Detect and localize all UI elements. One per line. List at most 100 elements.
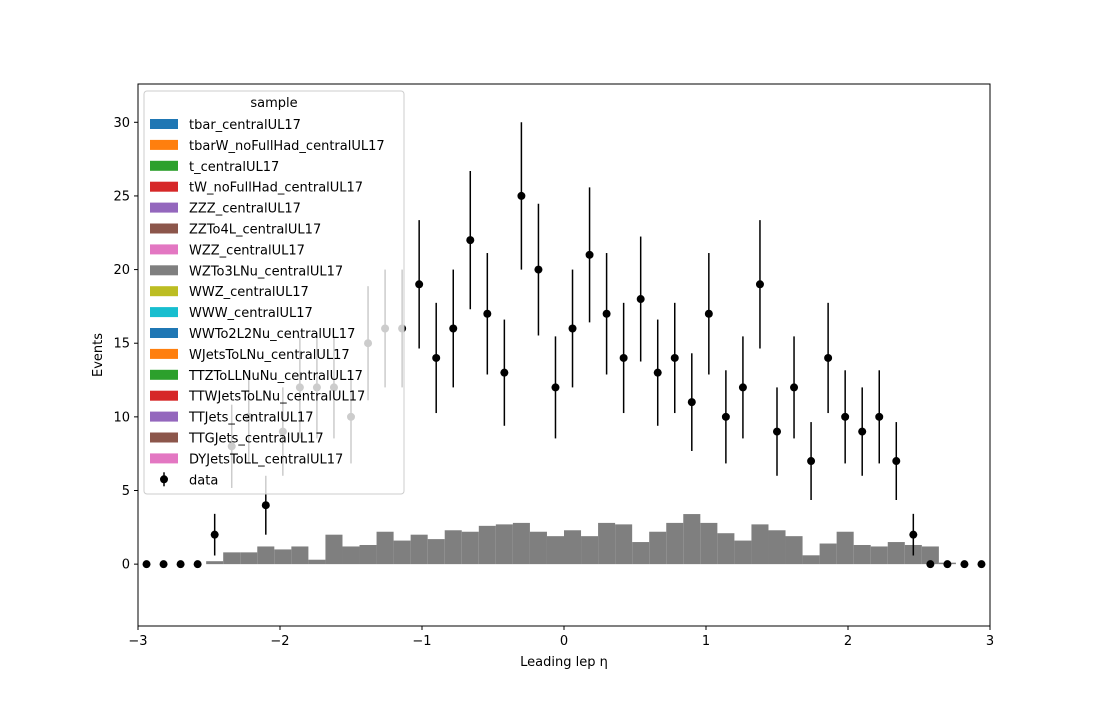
legend-swatch-ZZTo4L_centralUL17 (150, 223, 178, 234)
legend-label-tW_noFullHad_centralUL17: tW_noFullHad_centralUL17 (189, 181, 363, 196)
bar-WZTo3LNu_centralUL17-bin-16 (410, 534, 428, 565)
bar-WZTo3LNu_centralUL17-bin-22 (512, 522, 530, 565)
bar-WZTo3LNu_centralUL17-bin-27 (598, 522, 616, 565)
data-point-30 (653, 368, 662, 377)
data-point-45 (909, 530, 918, 539)
series-WZTo3LNu_centralUL17 (206, 514, 956, 565)
bar-WZTo3LNu_centralUL17-bin-21 (495, 524, 513, 565)
legend-label-t_centralUL17: t_centralUL17 (189, 160, 279, 175)
legend-label-TTZToLLNuNu_centralUL17: TTZToLLNuNu_centralUL17 (188, 369, 363, 384)
data-point-46 (926, 560, 935, 569)
y-tick-label: 30 (113, 116, 130, 131)
legend-label-DYJetsToLL_centralUL17: DYJetsToLL_centralUL17 (189, 452, 343, 467)
legend-swatch-TTWJetsToLNu_centralUL17 (150, 390, 178, 401)
data-point-0 (142, 560, 151, 569)
legend-swatch-WJetsToLNu_centralUL17 (150, 348, 178, 359)
legend-label-ZZTo4L_centralUL17: ZZTo4L_centralUL17 (189, 223, 321, 238)
legend-label-WZTo3LNu_centralUL17: WZTo3LNu_centralUL17 (189, 264, 343, 279)
legend-label-WWW_centralUL17: WWW_centralUL17 (189, 306, 313, 321)
y-tick-label: 20 (113, 263, 130, 278)
bar-WZTo3LNu_centralUL17-bin-9 (291, 546, 309, 565)
legend-label-WWTo2L2Nu_centralUL17: WWTo2L2Nu_centralUL17 (189, 327, 355, 342)
bar-WZTo3LNu_centralUL17-bin-18 (444, 530, 462, 565)
data-point-36 (755, 280, 764, 289)
legend-swatch-WWTo2L2Nu_centralUL17 (150, 328, 178, 338)
bar-WZTo3LNu_centralUL17-bin-35 (734, 540, 752, 565)
x-axis-ticks: −3 −2 −1 0 1 2 3 (128, 626, 994, 649)
bar-WZTo3LNu_centralUL17-bin-36 (751, 524, 769, 565)
data-point-21 (500, 368, 509, 377)
legend-swatch-t_centralUL17 (150, 160, 178, 171)
bar-WZTo3LNu_centralUL17-bin-38 (785, 536, 803, 565)
bar-WZTo3LNu_centralUL17-bin-10 (308, 559, 326, 565)
legend-label-WJetsToLNu_centralUL17: WJetsToLNu_centralUL17 (189, 348, 350, 363)
x-tick-label: 2 (844, 634, 852, 649)
data-point-48 (960, 560, 969, 569)
y-tick-label: 15 (113, 337, 130, 352)
bar-WZTo3LNu_centralUL17-bin-37 (768, 530, 786, 565)
data-point-44 (892, 457, 901, 466)
x-axis-label: Leading lep η (520, 655, 608, 670)
data-point-27 (602, 309, 611, 318)
data-point-3 (193, 560, 202, 569)
bar-WZTo3LNu_centralUL17-bin-4 (206, 561, 224, 565)
legend-swatch-ZZZ_centralUL17 (150, 202, 178, 213)
bar-WZTo3LNu_centralUL17-bin-40 (819, 543, 837, 565)
bar-WZTo3LNu_centralUL17-bin-46 (921, 546, 939, 565)
data-point-32 (687, 398, 696, 407)
bar-WZTo3LNu_centralUL17-bin-43 (870, 546, 888, 565)
legend-label-TTJets_centralUL17: TTJets_centralUL17 (188, 411, 314, 426)
data-points (142, 122, 986, 569)
data-point-18 (449, 324, 458, 333)
legend-swatch-WZTo3LNu_centralUL17 (150, 265, 178, 276)
bar-WZTo3LNu_centralUL17-bin-44 (887, 542, 905, 565)
bar-WZTo3LNu_centralUL17-bin-29 (632, 542, 650, 565)
legend-swatch-WWZ_centralUL17 (150, 286, 178, 297)
data-point-31 (670, 353, 679, 362)
data-point-2 (176, 560, 185, 569)
legend-swatch-TTZToLLNuNu_centralUL17 (150, 369, 178, 380)
data-point-33 (704, 309, 713, 318)
histogram-bars (206, 514, 956, 565)
data-point-29 (636, 295, 645, 304)
bar-WZTo3LNu_centralUL17-bin-6 (240, 552, 258, 565)
x-tick-label: −2 (270, 634, 289, 649)
bar-WZTo3LNu_centralUL17-bin-34 (717, 533, 735, 565)
data-point-17 (432, 353, 441, 362)
bar-WZTo3LNu_centralUL17-bin-30 (649, 531, 667, 565)
data-point-7 (261, 501, 270, 510)
y-tick-label: 25 (113, 189, 130, 204)
y-axis-ticks: 0 5 10 15 20 25 30 (113, 116, 138, 573)
data-point-37 (773, 427, 781, 436)
legend-label-TTWJetsToLNu_centralUL17: TTWJetsToLNu_centralUL17 (188, 390, 365, 405)
data-point-43 (875, 412, 884, 421)
legend-items: tbar_centralUL17 tbarW_noFullHad_centralU… (150, 118, 385, 488)
legend-swatch-tW_noFullHad_centralUL17 (150, 181, 178, 192)
y-tick-label: 5 (122, 484, 130, 499)
data-point-38 (790, 383, 799, 392)
bar-WZTo3LNu_centralUL17-bin-15 (393, 540, 411, 565)
bar-WZTo3LNu_centralUL17-bin-26 (581, 536, 599, 565)
data-point-47 (943, 560, 952, 569)
bar-WZTo3LNu_centralUL17-bin-5 (223, 552, 241, 565)
legend-swatch-TTJets_centralUL17 (150, 411, 178, 422)
data-point-35 (738, 383, 747, 392)
legend-frame (143, 90, 405, 495)
bar-WZTo3LNu_centralUL17-bin-7 (257, 546, 275, 565)
bar-WZTo3LNu_centralUL17-bin-31 (666, 522, 684, 565)
data-point-39 (807, 457, 816, 466)
data-point-28 (619, 353, 628, 362)
legend-label-tbarW_noFullHad_centralUL17: tbarW_noFullHad_centralUL17 (189, 139, 385, 154)
bar-WZTo3LNu_centralUL17-bin-23 (529, 531, 547, 565)
x-tick-label: 3 (986, 634, 994, 649)
legend-label-WWZ_centralUL17: WWZ_centralUL17 (189, 285, 309, 300)
bar-WZTo3LNu_centralUL17-bin-13 (359, 544, 377, 565)
x-tick-label: 1 (702, 634, 710, 649)
bar-WZTo3LNu_centralUL17-bin-11 (325, 534, 343, 565)
bar-WZTo3LNu_centralUL17-bin-39 (802, 555, 820, 565)
legend-swatch-data (160, 475, 168, 484)
data-point-25 (568, 324, 577, 333)
legend-swatch-tbarW_noFullHad_centralUL17 (150, 139, 178, 150)
data-point-20 (483, 309, 492, 318)
